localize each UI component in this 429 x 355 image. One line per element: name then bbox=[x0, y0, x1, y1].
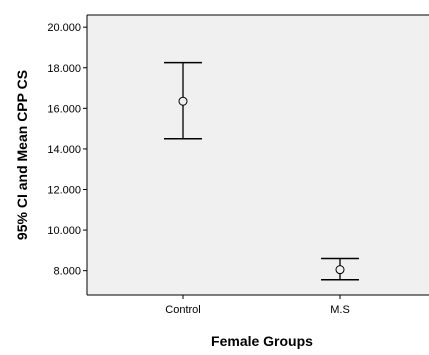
y-tick-label: 10.000 bbox=[47, 225, 81, 237]
y-tick-label: 16.000 bbox=[47, 103, 81, 115]
y-tick-label: 8.000 bbox=[53, 266, 81, 278]
y-tick-label: 14.000 bbox=[47, 144, 81, 156]
y-tick-label: 18.000 bbox=[47, 63, 81, 75]
y-tick-label: 20.000 bbox=[47, 22, 81, 34]
x-tick-label: M.S bbox=[330, 304, 350, 316]
plot-area bbox=[87, 15, 429, 295]
y-axis-title: 95% CI and Mean CPP CS bbox=[14, 70, 30, 240]
mean-marker bbox=[178, 96, 188, 106]
error-bars bbox=[164, 61, 359, 281]
x-axis-title: Female Groups bbox=[211, 333, 313, 349]
y-ticks: 8.000 10.000 12.000 14.000 16.000 18.000 20.00… bbox=[47, 22, 87, 278]
error-bar-group bbox=[321, 257, 359, 281]
x-tick-label: Control bbox=[165, 304, 200, 316]
y-tick-label: 12.000 bbox=[47, 184, 81, 196]
mean-marker bbox=[335, 265, 345, 275]
error-bar-group bbox=[164, 61, 202, 140]
x-ticks: Control M.S bbox=[165, 295, 350, 316]
